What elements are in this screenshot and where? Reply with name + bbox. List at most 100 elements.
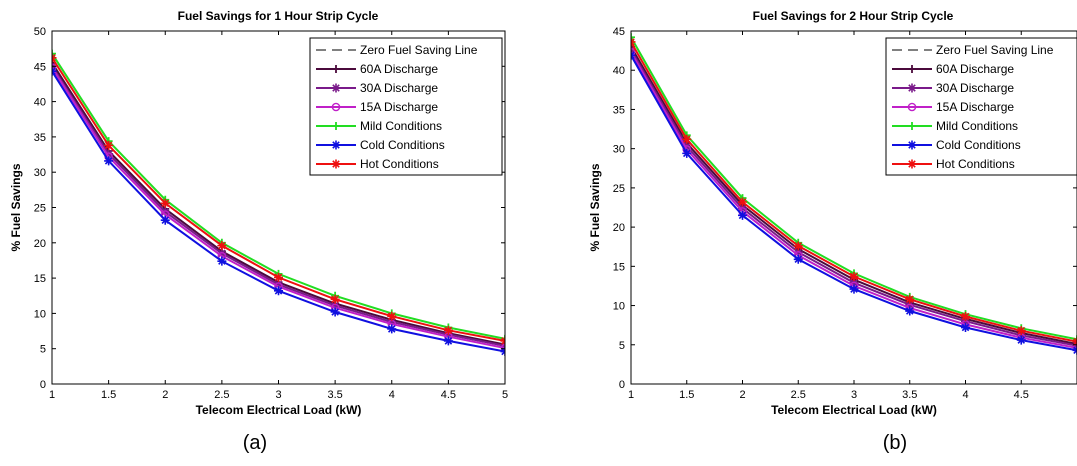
plot-area xyxy=(52,49,505,385)
x-tick-label: 1 xyxy=(628,389,634,401)
y-tick-label: 0 xyxy=(619,379,625,391)
legend-marker xyxy=(331,83,341,93)
legend-label: 15A Discharge xyxy=(360,100,438,114)
data-point xyxy=(961,323,970,333)
legend-marker xyxy=(907,102,917,112)
data-point xyxy=(104,156,114,166)
data-point xyxy=(682,134,692,144)
legend-label: 30A Discharge xyxy=(360,81,438,95)
x-tick-label: 1.5 xyxy=(679,389,694,401)
legend-marker xyxy=(331,102,341,112)
y-tick-label: 20 xyxy=(34,238,46,250)
y-tick-label: 30 xyxy=(613,144,625,156)
legend-label: Cold Conditions xyxy=(360,138,445,152)
legend-marker xyxy=(332,122,340,130)
data-point xyxy=(274,279,283,289)
y-tick-label: 35 xyxy=(613,104,625,116)
legend-label: Hot Conditions xyxy=(360,157,439,171)
y-axis-label: % Fuel Savings xyxy=(588,163,602,251)
x-tick-label: 1.5 xyxy=(101,389,116,401)
legend-marker xyxy=(332,65,340,73)
data-point xyxy=(849,284,859,294)
x-tick-label: 3.5 xyxy=(902,389,917,401)
panel-caption: (b) xyxy=(883,432,907,454)
data-point xyxy=(217,256,227,266)
x-tick-label: 1 xyxy=(49,389,55,401)
data-point xyxy=(631,33,635,42)
y-tick-label: 25 xyxy=(34,203,46,215)
chart-title: Fuel Savings for 1 Hour Strip Cycle xyxy=(178,9,379,23)
legend-label: 60A Discharge xyxy=(936,62,1014,76)
x-tick-label: 5 xyxy=(502,389,508,401)
y-tick-label: 50 xyxy=(34,26,46,38)
data-point xyxy=(160,207,170,217)
legend-label: 30A Discharge xyxy=(936,81,1014,95)
data-point xyxy=(793,241,803,251)
legend-label: Cold Conditions xyxy=(936,138,1021,152)
data-point xyxy=(160,215,170,225)
chart-b: Fuel Savings for 2 Hour Strip Cycle 1 1.5 2… xyxy=(588,9,1077,454)
legend-marker xyxy=(907,159,917,169)
data-point xyxy=(738,210,747,220)
data-point xyxy=(274,272,283,282)
legend-label: Hot Conditions xyxy=(936,157,1015,171)
y-tick-label: 10 xyxy=(34,308,46,320)
y-tick-label: 45 xyxy=(34,61,46,73)
legend-marker xyxy=(907,83,917,93)
legend-marker xyxy=(908,122,916,130)
y-tick-label: 45 xyxy=(613,26,625,38)
legend-label: Mild Conditions xyxy=(936,119,1018,133)
panel-caption: (a) xyxy=(243,432,267,454)
data-point xyxy=(1016,330,1026,340)
data-point xyxy=(387,317,397,327)
data-point xyxy=(1016,335,1026,345)
x-tick-label: 3.5 xyxy=(327,389,342,401)
y-tick-label: 5 xyxy=(40,344,46,356)
y-tick-label: 35 xyxy=(34,132,46,144)
legend-label: 60A Discharge xyxy=(360,62,438,76)
y-tick-label: 40 xyxy=(613,65,625,77)
x-axis-label: Telecom Electrical Load (kW) xyxy=(196,403,362,417)
x-tick-label: 2.5 xyxy=(214,389,229,401)
data-point xyxy=(387,311,397,321)
data-point xyxy=(793,254,803,264)
data-point xyxy=(160,198,170,208)
y-tick-label: 10 xyxy=(613,301,625,313)
y-tick-label: 5 xyxy=(619,340,625,352)
data-point xyxy=(104,140,114,150)
legend-label: Zero Fuel Saving Line xyxy=(360,43,478,57)
data-point xyxy=(330,294,340,304)
data-point xyxy=(1072,343,1077,353)
x-tick-label: 2 xyxy=(739,389,745,401)
chart-a: Fuel Savings for 1 Hour Strip Cycle 1 1.5 2… xyxy=(9,9,508,454)
y-tick-label: 0 xyxy=(40,379,46,391)
data-point xyxy=(104,149,114,159)
y-tick-label: 25 xyxy=(613,183,625,195)
y-tick-label: 15 xyxy=(34,273,46,285)
data-point xyxy=(274,286,283,296)
x-tick-label: 4 xyxy=(389,389,395,401)
legend-marker xyxy=(907,140,917,150)
legend-marker xyxy=(331,140,341,150)
x-tick-label: 4.5 xyxy=(1014,389,1029,401)
x-tick-label: 2 xyxy=(162,389,168,401)
data-point xyxy=(1016,326,1026,336)
legend-marker xyxy=(908,65,916,73)
x-tick-label: 4 xyxy=(962,389,968,401)
data-point xyxy=(217,248,227,258)
legend-label: Zero Fuel Saving Line xyxy=(936,43,1054,57)
x-tick-label: 3 xyxy=(275,389,281,401)
data-point xyxy=(52,49,56,58)
data-point xyxy=(961,312,970,322)
y-tick-label: 20 xyxy=(613,222,625,234)
data-point xyxy=(849,272,859,282)
data-point xyxy=(682,148,692,158)
y-tick-label: 15 xyxy=(613,261,625,273)
data-point xyxy=(330,307,340,317)
x-axis-label: Telecom Electrical Load (kW) xyxy=(771,403,937,417)
legend-marker xyxy=(331,159,341,169)
x-tick-label: 3 xyxy=(851,389,857,401)
y-axis-label: % Fuel Savings xyxy=(9,163,23,251)
y-tick-label: 30 xyxy=(34,167,46,179)
